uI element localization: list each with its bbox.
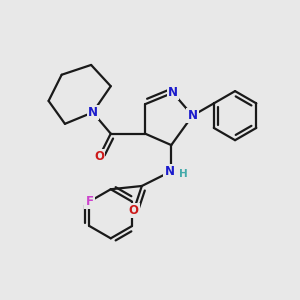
Text: F: F: [85, 195, 94, 208]
Text: N: N: [168, 86, 178, 99]
Text: H: H: [179, 169, 188, 179]
Text: O: O: [129, 204, 139, 217]
Text: N: N: [88, 106, 98, 119]
Text: N: N: [165, 165, 175, 178]
Text: N: N: [188, 109, 197, 122]
Text: O: O: [94, 150, 104, 163]
